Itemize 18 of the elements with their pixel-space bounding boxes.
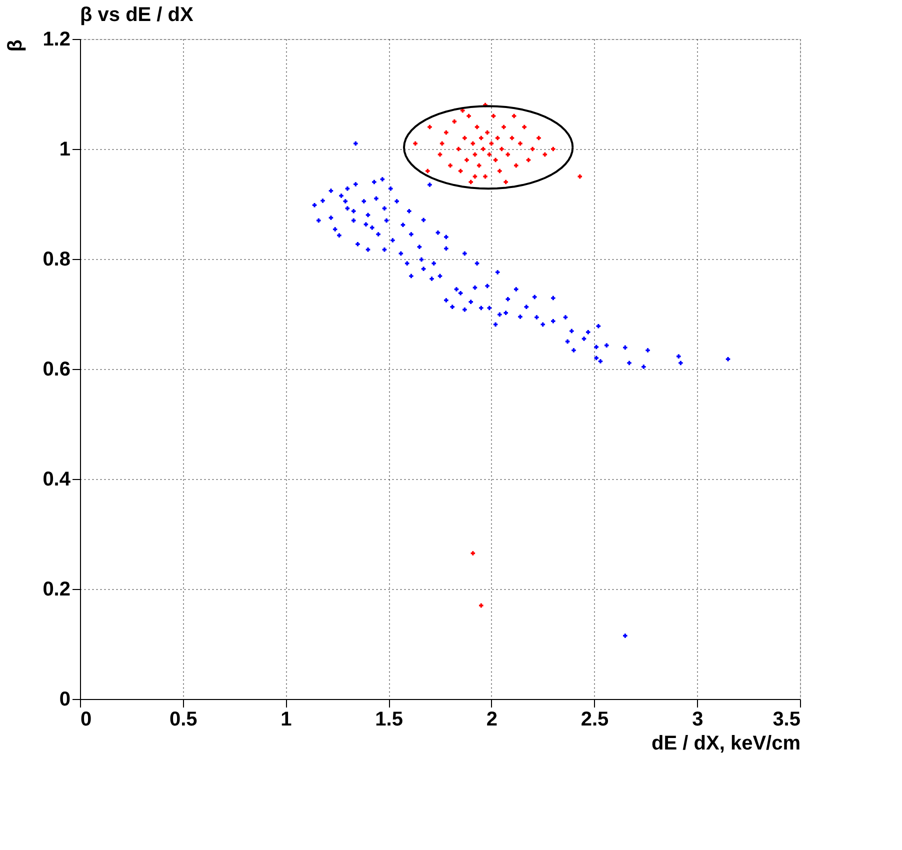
x-tick-label: 2 — [486, 708, 498, 730]
y-axis-title: β — [4, 40, 26, 52]
x-tick-label: 2.5 — [580, 708, 609, 730]
y-tick-label: 0.8 — [42, 248, 70, 270]
y-tick-label: 0.2 — [42, 578, 70, 600]
x-tick-label: 3 — [692, 708, 704, 730]
y-tick-label: 1 — [59, 138, 70, 160]
x-tick-label: 1.5 — [375, 708, 403, 730]
x-axis-title: dE / dX, keV/cm — [652, 732, 800, 754]
x-tick-label: 3.5 — [772, 708, 800, 730]
y-tick-label: 0 — [59, 688, 70, 710]
y-tick-label: 0.4 — [42, 468, 72, 490]
x-tick-label: 0 — [80, 708, 92, 730]
x-tick-label: 0.5 — [169, 708, 198, 730]
x-tick-label: 1 — [280, 708, 292, 730]
chart-title: β vs dE / dX — [80, 4, 194, 26]
y-tick-label: 0.6 — [42, 358, 70, 380]
y-tick-label: 1.2 — [42, 28, 70, 50]
